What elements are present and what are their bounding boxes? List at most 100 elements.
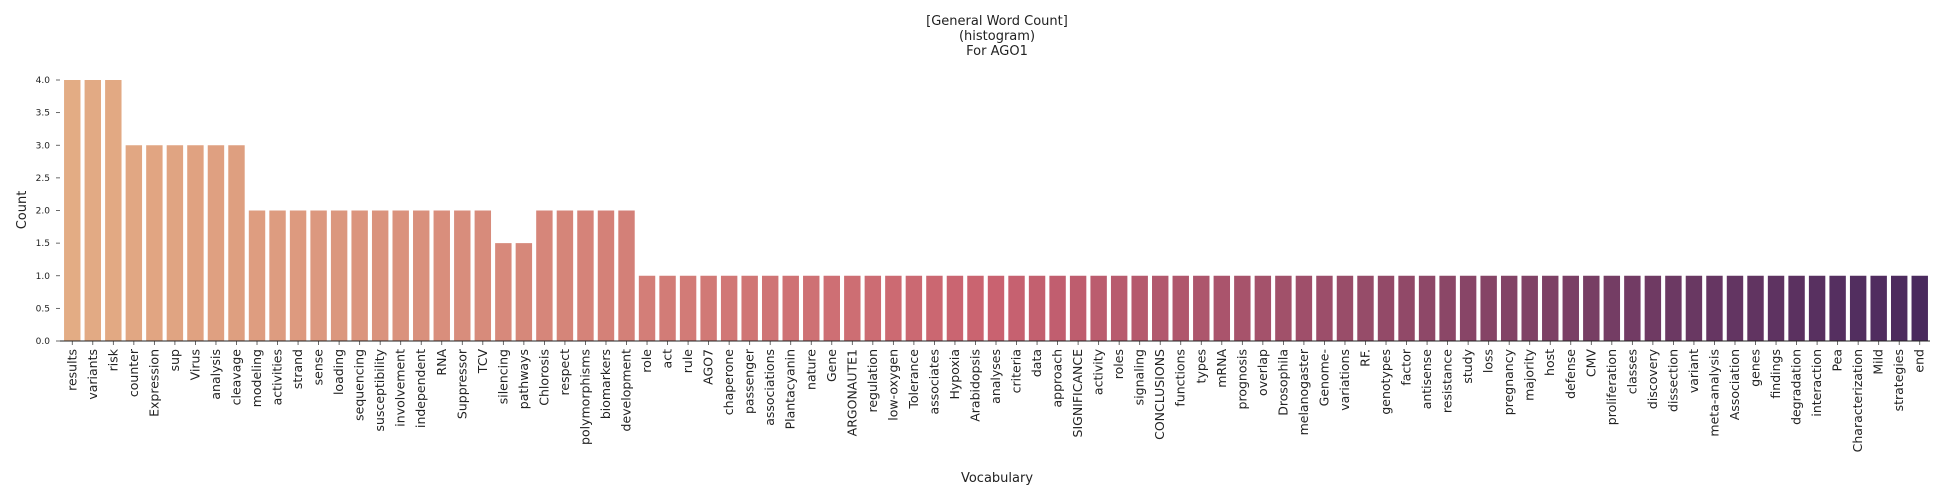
bar-pea (1829, 275, 1846, 341)
x-tick-label: ARGONAUTE1 (844, 349, 859, 436)
bar-loading (330, 210, 348, 341)
bar-characterization (1849, 275, 1867, 341)
x-tick-label: Chlorosis (536, 349, 551, 406)
x-tick-label: associations (762, 349, 777, 426)
x-tick-label: pregnancy (1501, 348, 1516, 415)
bar-biomarkers (597, 210, 615, 341)
bar-activity (1090, 275, 1107, 341)
x-tick-label: RF. (1357, 349, 1372, 367)
x-tick-label: activity (1091, 348, 1106, 395)
bar-mrna (1213, 275, 1231, 341)
chart-title-line-2: (histogram) (959, 29, 1035, 44)
x-tick-label: findings (1768, 349, 1783, 399)
x-tick-label: genes (1748, 349, 1763, 387)
bar-conclusions (1152, 275, 1169, 341)
x-tick-label: discovery (1645, 348, 1660, 409)
x-tick-label: regulation (865, 349, 880, 413)
bar-risk (105, 80, 122, 341)
bar-expression (146, 145, 163, 341)
bar-associations (761, 275, 779, 341)
x-tick-label: RNA (434, 349, 449, 376)
bar-counter (125, 145, 143, 341)
bar-end (1911, 275, 1928, 341)
bar-modeling (248, 210, 266, 341)
y-tick-label: 3.5 (36, 109, 50, 119)
x-tick-label: role (639, 349, 654, 373)
x-tick-label: passenger (742, 348, 757, 414)
x-tick-label: loss (1481, 349, 1496, 373)
bar-hypoxia (946, 275, 964, 341)
x-tick-label: Tolerance (906, 349, 921, 410)
bar-suppressor (454, 210, 471, 341)
x-tick-label: classes (1624, 349, 1639, 394)
bar-approach (1049, 275, 1066, 341)
x-tick-label: involvement (393, 349, 408, 427)
chart-title-line-1: [General Word Count] (926, 14, 1068, 29)
x-tick-label: analyses (988, 349, 1003, 404)
x-tick-label: respect (557, 349, 572, 396)
x-tick-label: types (1193, 349, 1208, 383)
bar-functions (1172, 275, 1189, 341)
bar-virus (187, 145, 204, 341)
bar-roles (1110, 275, 1128, 341)
x-tick-label: end (1912, 349, 1927, 373)
bar-rule (679, 275, 697, 341)
x-tick-label: mRNA (1214, 349, 1229, 388)
x-tick-label: chaperone (721, 349, 736, 416)
x-tick-label: proliferation (1604, 349, 1619, 425)
bar-genome- (1316, 275, 1333, 341)
x-tick-label: antisense (1419, 349, 1434, 410)
x-tick-label: criteria (1009, 349, 1024, 393)
bar-respect (556, 210, 574, 341)
x-tick-label: susceptibility (372, 348, 387, 431)
x-tick-label: Suppressor (454, 348, 469, 419)
bar-development (618, 210, 635, 341)
x-tick-label: nature (803, 349, 818, 390)
bar-meta-analysis (1706, 275, 1723, 341)
x-tick-label: silencing (495, 349, 510, 404)
bar-rf- (1357, 275, 1374, 341)
bar-proliferation (1603, 275, 1621, 341)
x-tick-label: TCV (475, 349, 490, 375)
bar-sup (166, 145, 184, 341)
chart-title: [General Word Count] (histogram) For AGO… (926, 14, 1068, 59)
x-tick-label: prognosis (1234, 349, 1249, 409)
x-tick-label: CMV (1583, 349, 1598, 378)
bar-sequencing (351, 210, 368, 341)
bar-study (1459, 275, 1477, 341)
bar-variant (1685, 275, 1703, 341)
x-tick-label: degradation (1789, 349, 1804, 425)
bar-low-oxygen (885, 275, 902, 341)
x-tick-label: roles (1111, 349, 1126, 379)
bars-group (64, 80, 1928, 341)
x-tick-label: approach (1050, 349, 1065, 408)
x-tick-label: development (619, 349, 634, 432)
bar-tcv (474, 210, 492, 341)
x-tick-label: Mild (1871, 349, 1886, 375)
bar-argonaute1 (844, 275, 861, 341)
x-tick-label: host (1542, 349, 1557, 376)
x-tick-label: signaling (1132, 349, 1147, 405)
x-tick-label: SIGNIFICANCE (1070, 349, 1085, 438)
bar-involvement (392, 210, 409, 341)
bar-sense (310, 210, 327, 341)
bar-strategies (1890, 275, 1908, 341)
x-tick-label: loading (331, 349, 346, 395)
bar-variations (1336, 275, 1354, 341)
x-axis-label: Vocabulary (961, 471, 1033, 486)
bar-susceptibility (371, 210, 389, 341)
x-tick-label: genotypes (1378, 349, 1393, 415)
bar-factor (1398, 275, 1415, 341)
x-tick-label: resistance (1440, 349, 1455, 413)
bar-data (1028, 275, 1046, 341)
bar-host (1542, 275, 1559, 341)
bar-significance (1069, 275, 1087, 341)
x-tick-label: risk (105, 348, 120, 371)
x-axis-ticks: results variants risk counter Expression sup V… (64, 341, 1927, 452)
x-tick-label: independent (413, 349, 428, 428)
x-tick-label: defense (1563, 349, 1578, 399)
bar-antisense (1418, 275, 1436, 341)
x-tick-label: overlap (1255, 349, 1270, 396)
x-tick-label: variant (1686, 349, 1701, 393)
bar-polymorphisms (577, 210, 594, 341)
